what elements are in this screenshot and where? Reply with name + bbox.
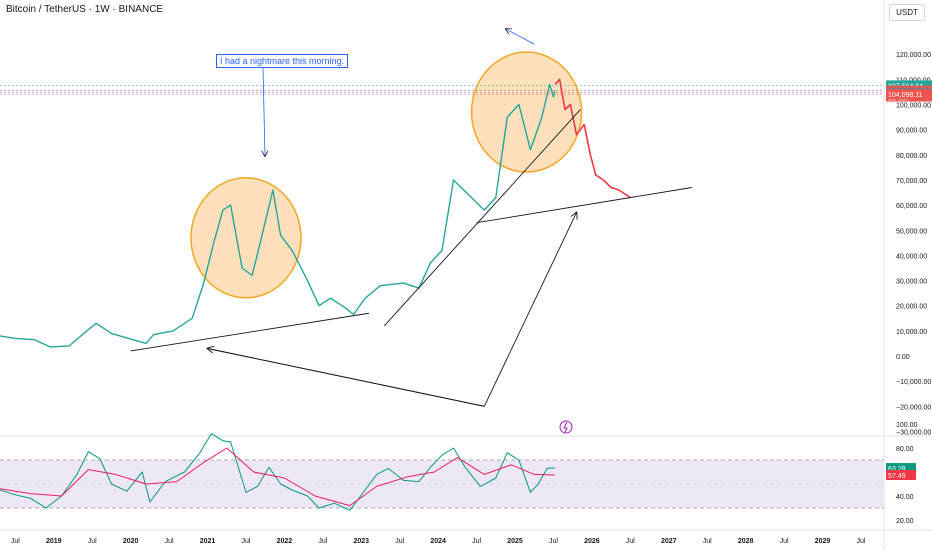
price-tick-label: 120,000.00 — [896, 52, 931, 59]
time-tick-label: Jul — [11, 538, 20, 545]
time-tick-label: 2029 — [815, 538, 831, 545]
note-arrow-down — [263, 67, 265, 156]
time-tick-label: Jul — [549, 538, 558, 545]
price-history-line — [0, 83, 556, 348]
trendline-1 — [130, 312, 370, 352]
time-tick-label: Jul — [318, 538, 327, 545]
price-tick-label: 70,000.00 — [896, 178, 927, 185]
price-tick-label: 0.00 — [896, 354, 910, 361]
price-tick-label: −10,000.00 — [896, 379, 931, 386]
time-tick-label: Jul — [856, 538, 865, 545]
trendline-3 — [476, 187, 692, 224]
rsi-value-label: 57.49 — [888, 473, 906, 480]
price-label: 104,098.11 — [888, 92, 923, 99]
time-tick-label: 2019 — [46, 538, 62, 545]
rsi-value-label: 63.28 — [888, 466, 906, 473]
price-tick-label: 90,000.00 — [896, 128, 927, 135]
price-tick-label: 10,000.00 — [896, 329, 927, 336]
price-label-bg — [886, 80, 932, 91]
rsi-tick-label: 20.00 — [896, 518, 914, 525]
time-tick-label: Jul — [780, 538, 789, 545]
time-tick-label: 2020 — [123, 538, 139, 545]
rsi-label-bg — [886, 470, 916, 481]
price-tick-label: 30,000.00 — [896, 279, 927, 286]
price-tick-label: −30,000.00 — [896, 429, 931, 436]
time-tick-label: 2021 — [200, 538, 216, 545]
price-tick-label: 60,000.00 — [896, 203, 927, 210]
time-tick-label: Jul — [395, 538, 404, 545]
symbol-title[interactable]: Bitcoin / TetherUS · 1W · BINANCE — [6, 4, 164, 15]
time-tick-label: 2025 — [507, 538, 523, 545]
lightning-icon-ring — [559, 420, 573, 434]
time-tick-label: Jul — [703, 538, 712, 545]
rebound-arrow-left — [208, 348, 485, 407]
rsi-tick-label: 40.00 — [896, 494, 914, 501]
time-tick-label: Jul — [165, 538, 174, 545]
price-tick-label: 50,000.00 — [896, 228, 927, 235]
price-tick-label: 80,000.00 — [896, 153, 927, 160]
trendline-2 — [384, 109, 581, 327]
currency-button[interactable]: USDT — [889, 4, 925, 21]
lightning-icon-bolt — [563, 421, 568, 433]
time-tick-label: 2024 — [430, 538, 446, 545]
price-tick-label: −20,000.00 — [896, 404, 931, 411]
time-tick-label: Jul — [88, 538, 97, 545]
rsi-ma-line — [0, 447, 556, 507]
note-arrow — [506, 29, 535, 45]
lightning-icon — [559, 420, 573, 434]
note-callout[interactable]: I had a nightmare this morning. — [216, 54, 349, 68]
time-tick-label: 2022 — [277, 538, 293, 545]
projection-line — [554, 78, 631, 199]
price-tick-label: 20,000.00 — [896, 304, 927, 311]
time-tick-label: 2026 — [584, 538, 600, 545]
time-tick-label: Jul — [626, 538, 635, 545]
price-label-bg — [886, 89, 932, 100]
price-tick-label: 100,000.00 — [896, 103, 931, 110]
rsi-tick-label: 80.00 — [896, 446, 914, 453]
price-tick-label: 40,000.00 — [896, 253, 927, 260]
time-tick-label: Jul — [242, 538, 251, 545]
rsi-line — [0, 433, 555, 511]
rsi-tick-label: 100.00 — [896, 422, 918, 429]
time-tick-label: 2023 — [353, 538, 369, 545]
time-tick-label: 2028 — [738, 538, 754, 545]
highlight-circle-2021 — [190, 177, 302, 299]
rsi-label-bg — [886, 463, 916, 474]
time-tick-label: 2027 — [661, 538, 677, 545]
time-tick-label: Jul — [472, 538, 481, 545]
highlight-circle-2025 — [470, 51, 583, 173]
